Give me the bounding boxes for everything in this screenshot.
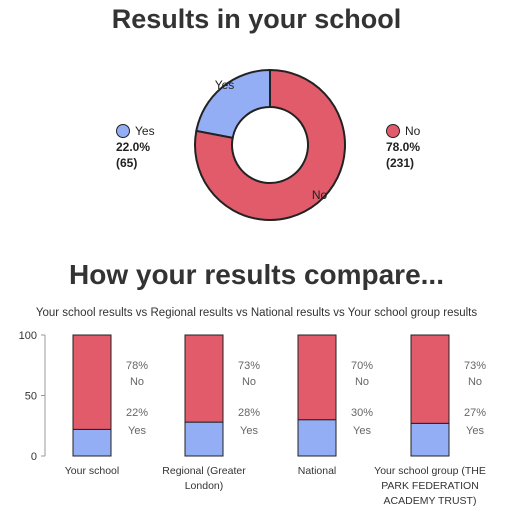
bar-yes: [184, 421, 224, 457]
data-label-no-name: No: [468, 376, 482, 388]
data-label-no: 70%: [351, 360, 373, 372]
data-label-yes-name: Yes: [466, 425, 484, 437]
compare-subtitle: Your school results vs Regional results …: [35, 307, 478, 319]
x-tick-label: ACADEMY TRUST): [384, 495, 477, 507]
data-label-no: 73%: [464, 360, 486, 372]
donut-slice-no: [194, 68, 346, 221]
compare-title: How your results compare...: [69, 259, 444, 290]
legend-yes-swatch: [116, 124, 130, 138]
bar-yes: [72, 428, 112, 457]
data-label-yes-name: Yes: [240, 425, 258, 437]
legend-yes-count: (65): [116, 156, 138, 170]
data-label-no: 78%: [126, 360, 148, 372]
data-label-no: 73%: [238, 360, 260, 372]
data-label-yes-name: Yes: [353, 425, 371, 437]
legend-no-label: No: [405, 124, 421, 138]
legend-no: No 78.0% (231): [386, 123, 420, 171]
y-tick-label: 50: [25, 391, 37, 403]
data-label-no-name: No: [130, 376, 144, 388]
bar-no: [410, 334, 450, 424]
legend-yes-percent: 22.0%: [116, 140, 151, 154]
legend-no-swatch: [386, 124, 400, 138]
data-label-no-name: No: [242, 376, 256, 388]
data-label-yes: 28%: [238, 407, 260, 419]
data-label-yes-name: Yes: [128, 425, 146, 437]
y-tick-label: 0: [31, 451, 37, 463]
bar-yes: [410, 422, 450, 457]
legend-yes-label: Yes: [135, 124, 155, 138]
bar-no: [297, 334, 337, 421]
x-tick-label: Regional (Greater: [162, 465, 246, 477]
data-label-yes: 27%: [464, 407, 486, 419]
data-label-no-name: No: [355, 376, 369, 388]
bar-yes: [297, 419, 337, 457]
data-label-yes: 22%: [126, 407, 148, 419]
bar-no: [184, 334, 224, 423]
legend-no-count: (231): [386, 156, 415, 170]
x-tick-label: National: [298, 465, 337, 477]
bar-no: [72, 334, 112, 430]
x-tick-label: Your school group (THE: [374, 465, 486, 477]
x-tick-label: London): [185, 480, 224, 492]
x-tick-label: Your school: [65, 465, 119, 477]
legend-no-percent: 78.0%: [386, 140, 421, 154]
y-tick-label: 100: [19, 330, 37, 342]
page-title: Results in your school: [111, 4, 402, 34]
donut-label-yes: Yes: [215, 78, 235, 92]
legend-yes: Yes 22.0% (65): [116, 123, 155, 171]
data-label-yes: 30%: [351, 407, 373, 419]
donut-label-no: No: [312, 188, 328, 202]
x-tick-label: PARK FEDERATION: [381, 480, 479, 492]
